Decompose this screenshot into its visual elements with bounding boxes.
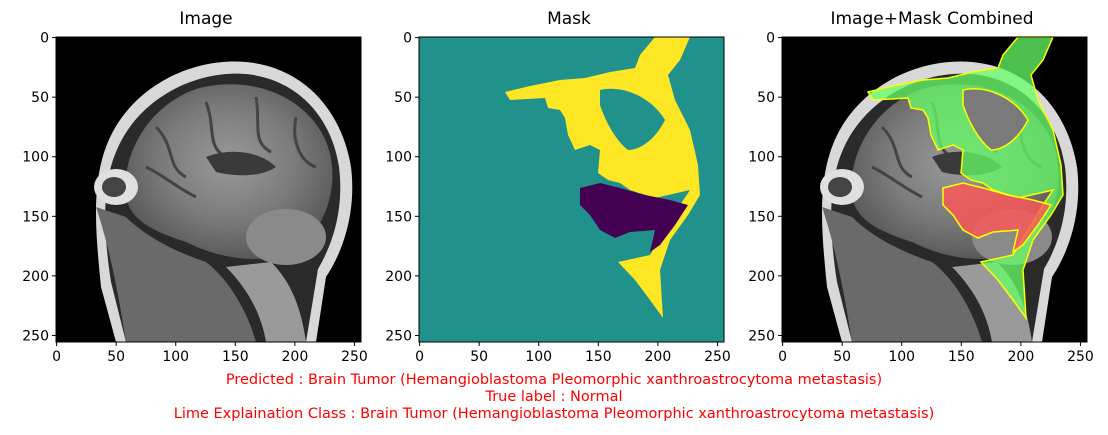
y-tick-label-mask: 100 [385, 150, 412, 166]
y-tick-label-image: 0 [40, 31, 49, 47]
y-tick-label-combined: 50 [757, 90, 775, 106]
combined-image [780, 35, 1089, 344]
y-tick-label-image: 250 [22, 328, 49, 344]
y-tick-label-mask: 150 [385, 209, 412, 225]
y-tick-label-image: 200 [22, 269, 49, 285]
mask-image [419, 37, 724, 342]
axes-frame-combined [781, 36, 1088, 343]
x-tick-label-mask: 100 [525, 349, 552, 365]
panel-image: Image [20, 0, 360, 370]
x-tick-label-image: 150 [222, 349, 249, 365]
caption-lime-class: Lime Explaination Class : Brain Tumor (H… [173, 406, 935, 422]
x-tick-label-mask: 200 [645, 349, 672, 365]
x-tick-label-combined: 0 [778, 349, 787, 365]
caption-true-label: True label : Normal [485, 389, 623, 405]
x-tick-label-combined: 50 [833, 349, 851, 365]
panel-title-combined: Image+Mask Combined [830, 9, 1034, 29]
panel-title-image: Image [179, 9, 233, 29]
caption-predicted: Predicted : Brain Tumor (Hemangioblastom… [225, 372, 883, 388]
x-tick-label-combined: 200 [1008, 349, 1035, 365]
panel-title-mask: Mask [547, 9, 591, 29]
x-tick-label-combined: 250 [1067, 349, 1094, 365]
panel-combined: Image+Mask Combined [746, 0, 1086, 370]
x-tick-label-mask: 150 [585, 349, 612, 365]
x-tick-label-image: 50 [107, 349, 125, 365]
x-tick-label-combined: 150 [948, 349, 975, 365]
y-tick-label-combined: 200 [748, 269, 775, 285]
y-tick-label-combined: 250 [748, 328, 775, 344]
y-tick-label-mask: 50 [394, 90, 412, 106]
x-tick-label-image: 100 [162, 349, 189, 365]
y-tick-label-image: 50 [31, 90, 49, 106]
y-tick-label-mask: 200 [385, 269, 412, 285]
y-tick-label-image: 100 [22, 150, 49, 166]
y-tick-label-combined: 0 [766, 31, 775, 47]
x-tick-label-image: 250 [341, 349, 368, 365]
axes-frame-image [55, 36, 362, 343]
panel-mask: Mask [383, 0, 723, 370]
y-tick-label-mask: 0 [403, 31, 412, 47]
x-tick-label-image: 0 [52, 349, 61, 365]
x-tick-label-combined: 100 [888, 349, 915, 365]
y-tick-label-combined: 100 [748, 150, 775, 166]
axes-frame-mask [418, 36, 725, 343]
x-tick-label-mask: 50 [470, 349, 488, 365]
y-tick-label-combined: 150 [748, 209, 775, 225]
x-tick-label-mask: 250 [704, 349, 731, 365]
y-tick-label-image: 150 [22, 209, 49, 225]
y-tick-label-mask: 250 [385, 328, 412, 344]
x-tick-label-image: 200 [282, 349, 309, 365]
mri-image [54, 35, 363, 344]
x-tick-label-mask: 0 [415, 349, 424, 365]
